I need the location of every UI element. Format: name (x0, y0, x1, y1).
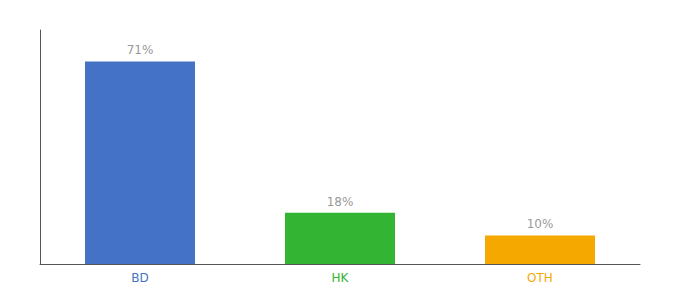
svg-text:10%: 10% (527, 217, 554, 231)
svg-text:HK: HK (332, 271, 350, 285)
svg-text:BD: BD (131, 271, 148, 285)
svg-text:71%: 71% (127, 43, 154, 57)
svg-text:18%: 18% (327, 195, 354, 209)
svg-text:OTH: OTH (527, 271, 553, 285)
